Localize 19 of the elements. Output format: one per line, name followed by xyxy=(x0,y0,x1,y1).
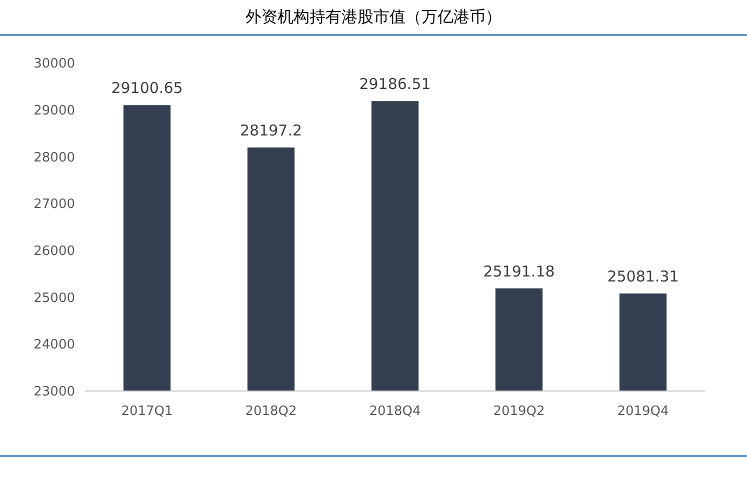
y-tick-label: 25000 xyxy=(34,290,75,306)
x-tick-label: 2019Q2 xyxy=(493,404,545,419)
y-tick-label: 26000 xyxy=(34,244,75,259)
data-label: 25191.18 xyxy=(483,262,555,280)
x-tick-label: 2018Q4 xyxy=(369,404,421,419)
x-tick-label: 2017Q1 xyxy=(121,404,173,419)
y-tick-label: 24000 xyxy=(34,338,75,353)
data-label: 25081.31 xyxy=(607,267,679,286)
data-label: 29186.51 xyxy=(359,75,431,94)
x-tick-label: 2018Q2 xyxy=(245,404,297,419)
y-tick-label: 28000 xyxy=(34,150,75,166)
x-tick-label: 2019Q4 xyxy=(617,404,669,419)
y-tick-label: 29000 xyxy=(34,103,75,118)
data-label: 28197.2 xyxy=(240,121,302,140)
y-tick-label: 30000 xyxy=(34,56,75,72)
data-label: 29100.65 xyxy=(111,79,183,98)
y-tick-label: 27000 xyxy=(34,197,75,212)
chart-title: 外资机构持有港股市值（万亿港币） xyxy=(246,7,502,26)
y-tick-label: 23000 xyxy=(34,384,75,400)
